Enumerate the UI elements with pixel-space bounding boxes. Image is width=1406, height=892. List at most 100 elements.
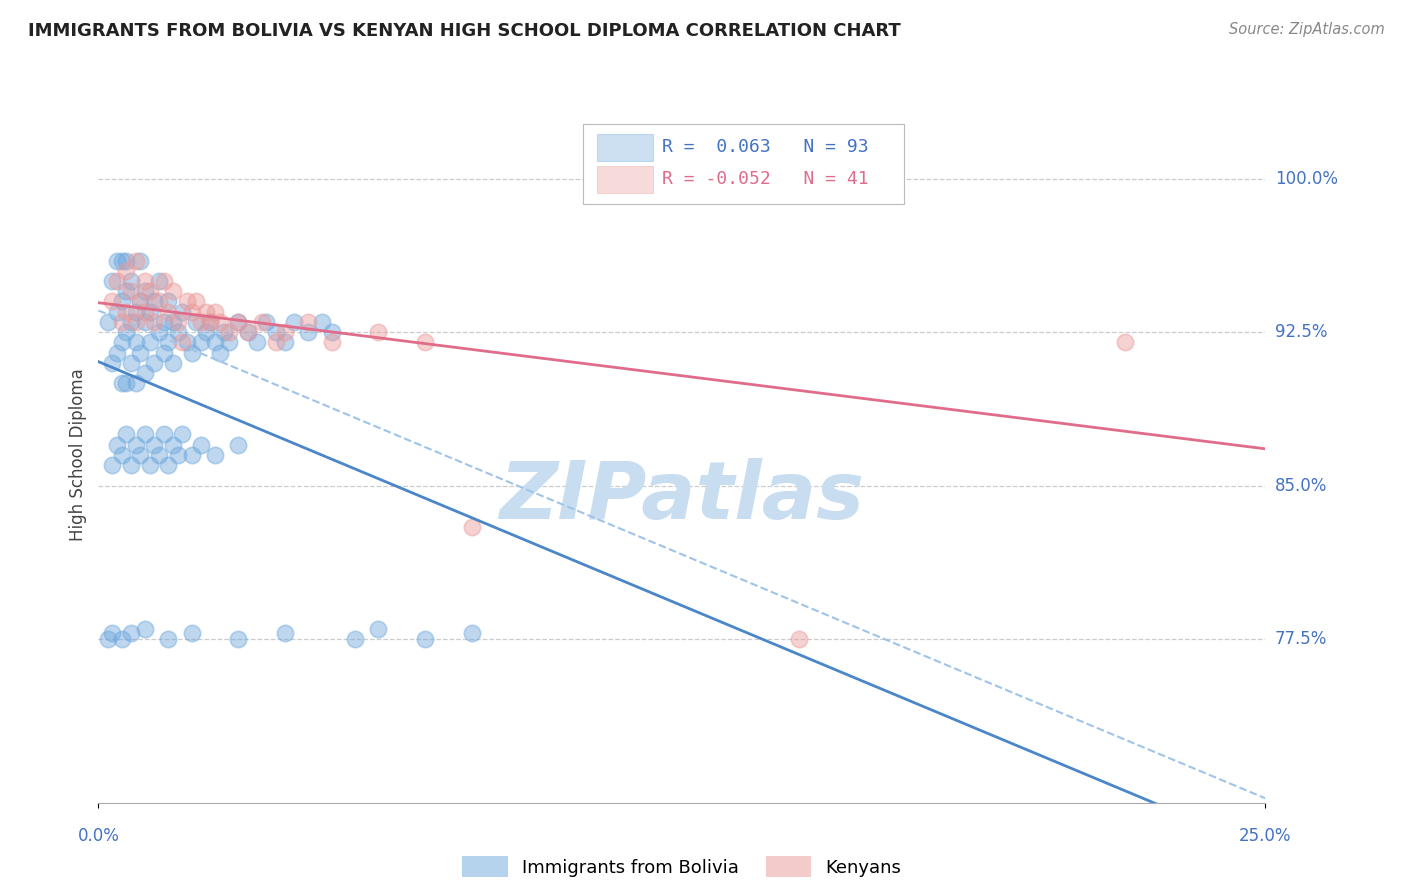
Point xyxy=(125,376,148,391)
Point xyxy=(250,315,273,329)
Point xyxy=(152,274,174,288)
Point xyxy=(157,294,180,309)
Point xyxy=(129,294,152,309)
Point xyxy=(413,632,436,646)
Point xyxy=(143,438,166,452)
Point xyxy=(139,458,162,472)
Point xyxy=(134,622,156,636)
Point xyxy=(461,626,484,640)
Point xyxy=(274,626,297,640)
Point xyxy=(115,284,138,298)
Point xyxy=(787,171,810,186)
Point xyxy=(115,253,138,268)
Point xyxy=(111,448,134,462)
Point xyxy=(214,325,236,339)
Point xyxy=(134,284,156,298)
Point xyxy=(134,315,156,329)
Point xyxy=(228,438,250,452)
Point xyxy=(97,315,120,329)
Point xyxy=(228,315,250,329)
Point xyxy=(162,315,184,329)
Point xyxy=(180,448,202,462)
Point xyxy=(190,438,212,452)
Point xyxy=(208,315,231,329)
Point xyxy=(297,325,319,339)
Point xyxy=(120,315,142,329)
Point xyxy=(180,345,202,359)
Point xyxy=(246,335,269,350)
Point xyxy=(274,335,297,350)
Point xyxy=(143,294,166,309)
Point xyxy=(157,632,180,646)
Point xyxy=(129,448,152,462)
Point xyxy=(152,427,174,442)
Point xyxy=(274,325,297,339)
Text: 25.0%: 25.0% xyxy=(1239,828,1292,846)
Point xyxy=(111,632,134,646)
Point xyxy=(166,325,188,339)
Text: R =  0.063   N = 93: R = 0.063 N = 93 xyxy=(662,138,869,156)
Point xyxy=(186,294,208,309)
Point xyxy=(111,376,134,391)
Point xyxy=(190,315,212,329)
Point xyxy=(120,626,142,640)
Point xyxy=(139,335,162,350)
Point xyxy=(367,325,389,339)
FancyBboxPatch shape xyxy=(596,166,652,193)
Point xyxy=(166,448,188,462)
Text: IMMIGRANTS FROM BOLIVIA VS KENYAN HIGH SCHOOL DIPLOMA CORRELATION CHART: IMMIGRANTS FROM BOLIVIA VS KENYAN HIGH S… xyxy=(28,22,901,40)
Point xyxy=(321,335,343,350)
Point xyxy=(1114,335,1136,350)
Point xyxy=(101,274,124,288)
Point xyxy=(134,427,156,442)
Text: 92.5%: 92.5% xyxy=(1275,323,1327,341)
Point xyxy=(111,294,134,309)
Point xyxy=(218,335,240,350)
Point xyxy=(236,325,259,339)
Point xyxy=(115,427,138,442)
Point xyxy=(180,304,202,318)
Point xyxy=(139,304,162,318)
FancyBboxPatch shape xyxy=(596,134,652,161)
Point xyxy=(172,427,194,442)
Point xyxy=(101,626,124,640)
Point xyxy=(111,253,134,268)
Point xyxy=(264,325,287,339)
Point xyxy=(125,253,148,268)
Point xyxy=(129,253,152,268)
Point xyxy=(157,335,180,350)
Point xyxy=(143,356,166,370)
Point xyxy=(176,294,198,309)
Point xyxy=(264,335,287,350)
Point xyxy=(218,325,240,339)
FancyBboxPatch shape xyxy=(582,124,904,204)
Point xyxy=(101,458,124,472)
Point xyxy=(134,304,156,318)
Point xyxy=(105,253,128,268)
Point xyxy=(101,356,124,370)
Point xyxy=(157,304,180,318)
Point xyxy=(115,325,138,339)
Point xyxy=(256,315,278,329)
Point xyxy=(105,345,128,359)
Point xyxy=(111,315,134,329)
Text: R = -0.052   N = 41: R = -0.052 N = 41 xyxy=(662,170,869,188)
Point xyxy=(172,304,194,318)
Point xyxy=(180,626,202,640)
Point xyxy=(120,356,142,370)
Point xyxy=(461,519,484,533)
Point xyxy=(105,304,128,318)
Point xyxy=(283,315,305,329)
Point xyxy=(200,315,222,329)
Text: ZIPatlas: ZIPatlas xyxy=(499,458,865,536)
Text: 100.0%: 100.0% xyxy=(1275,169,1337,187)
Point xyxy=(120,284,142,298)
Point xyxy=(228,632,250,646)
Point xyxy=(125,315,148,329)
Point xyxy=(190,335,212,350)
Point xyxy=(105,438,128,452)
Point xyxy=(162,284,184,298)
Point xyxy=(166,315,188,329)
Point xyxy=(162,356,184,370)
Point xyxy=(111,335,134,350)
